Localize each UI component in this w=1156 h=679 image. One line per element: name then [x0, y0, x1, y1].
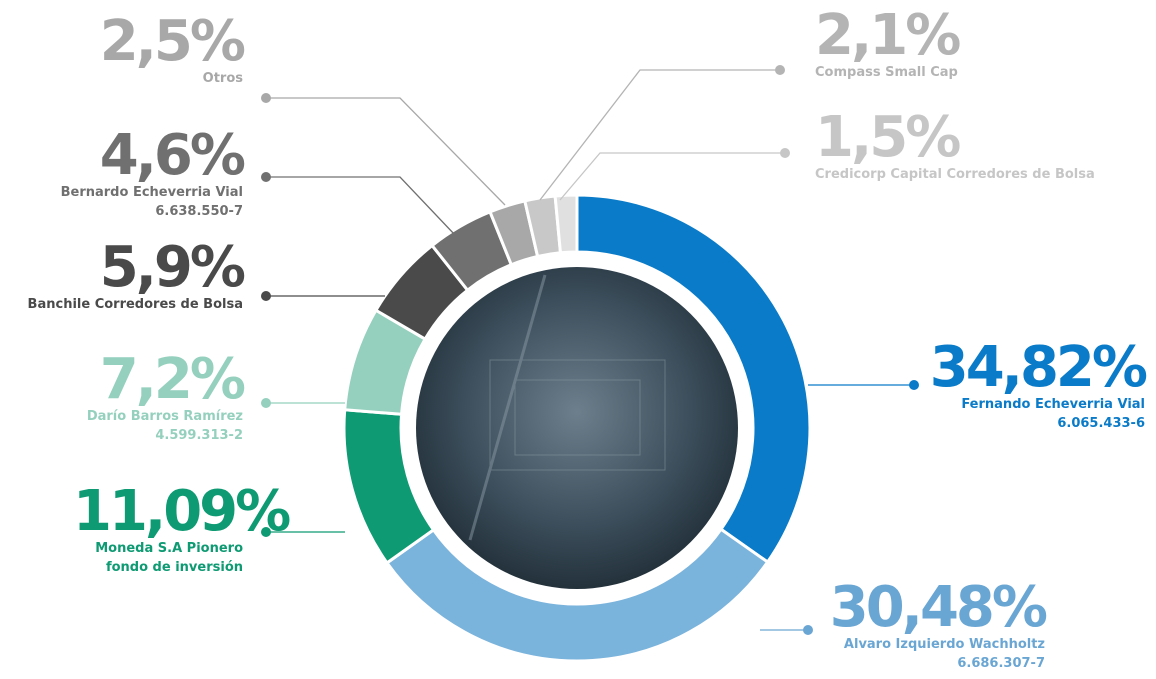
segment-label: 2,1% Compass Small Cap: [815, 3, 961, 83]
holder-id: 6.638.550-7: [155, 203, 243, 219]
leader-line: [266, 97, 506, 206]
holder-id: 4.599.313-2: [155, 427, 243, 443]
donut-segment: [575, 193, 812, 565]
segment-label: 11,09% Moneda S.A Pionero fondo de invers…: [73, 479, 291, 578]
holder-name: Moneda S.A Pionero fondo de inversión: [95, 541, 243, 575]
holder-id: 6.686.307-7: [957, 655, 1045, 671]
segment-label: 34,82% Fernando Echeverria Vial 6.065.433-…: [929, 335, 1148, 434]
percent-label: 11,09%: [73, 479, 291, 544]
leader-dot: [261, 527, 271, 537]
leader-dot: [909, 380, 919, 390]
segment-label: 1,5% Credicorp Capital Corredores de Bols…: [815, 110, 1095, 185]
percent-label: 5,9%: [99, 235, 246, 300]
holder-name: Compass Small Cap: [815, 65, 958, 80]
donut-segment: [384, 527, 770, 663]
leader-dot: [803, 625, 813, 635]
holder-name: Bernardo Echeverria Vial: [60, 185, 243, 200]
percent-label: 30,48%: [829, 575, 1048, 640]
leader-dot: [261, 291, 271, 301]
photo-detail: [468, 274, 666, 541]
leader-line: [539, 69, 780, 201]
leader-dot: [261, 172, 271, 182]
leader-dot: [261, 93, 271, 103]
holder-name: Otros: [202, 71, 243, 86]
holder-name: Alvaro Izquierdo Wachholtz: [843, 637, 1045, 652]
percent-label: 2,1%: [815, 3, 961, 68]
holder-name: Darío Barros Ramírez: [86, 409, 243, 424]
percent-label: 7,2%: [99, 347, 246, 412]
holder-name: Banchile Corredores de Bolsa: [27, 297, 243, 312]
holder-name: Fernando Echeverria Vial: [961, 397, 1145, 412]
leader-dot: [261, 398, 271, 408]
leader-line: [559, 152, 785, 201]
segment-label: 4,6% Bernardo Echeverria Vial 6.638.550-7: [60, 123, 246, 222]
leader-line: [266, 176, 456, 236]
holder-id: 6.065.433-6: [1057, 415, 1145, 431]
holder-name: Credicorp Capital Corredores de Bolsa: [815, 167, 1095, 182]
percent-label: 1,5%: [815, 105, 961, 170]
segment-label: 2,5% Otros: [99, 9, 246, 89]
segment-label: 5,9% Banchile Corredores de Bolsa: [27, 235, 246, 315]
leader-dot: [775, 65, 785, 75]
percent-label: 34,82%: [929, 335, 1148, 400]
center-photo: [416, 267, 738, 589]
segment-label: 7,2% Darío Barros Ramírez 4.599.313-2: [86, 347, 246, 446]
leader-dot: [780, 148, 790, 158]
percent-label: 2,5%: [99, 9, 246, 74]
segment-label: 30,48% Alvaro Izquierdo Wachholtz 6.686.30…: [829, 575, 1048, 674]
donut-segment: [553, 193, 579, 255]
percent-label: 4,6%: [99, 123, 246, 188]
